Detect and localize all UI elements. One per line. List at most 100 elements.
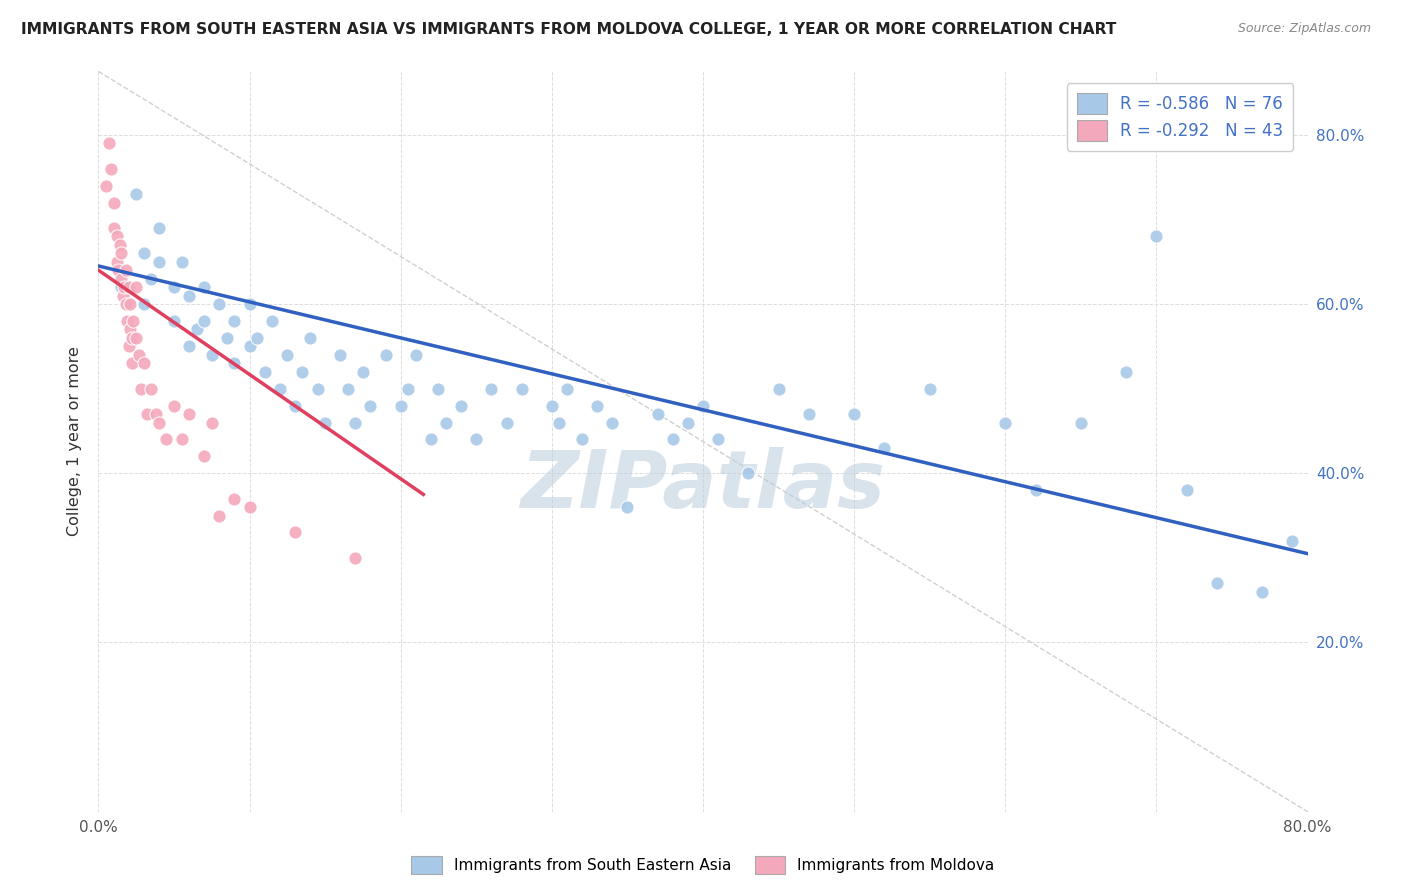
Point xyxy=(1281,533,1303,548)
Point xyxy=(110,280,132,294)
Point xyxy=(450,399,472,413)
Point xyxy=(676,416,699,430)
Point xyxy=(148,254,170,268)
Point xyxy=(163,280,186,294)
Point xyxy=(253,365,276,379)
Point xyxy=(737,467,759,481)
Point xyxy=(115,314,138,328)
Point xyxy=(307,382,329,396)
Point xyxy=(170,433,193,447)
Point xyxy=(555,382,578,396)
Legend: Immigrants from South Eastern Asia, Immigrants from Moldova: Immigrants from South Eastern Asia, Immi… xyxy=(405,850,1001,880)
Text: ZIPatlas: ZIPatlas xyxy=(520,447,886,525)
Point xyxy=(396,382,419,396)
Text: Source: ZipAtlas.com: Source: ZipAtlas.com xyxy=(1237,22,1371,36)
Point xyxy=(141,271,163,285)
Point xyxy=(118,280,141,294)
Point xyxy=(420,433,443,447)
Point xyxy=(427,382,450,396)
Point xyxy=(132,297,155,311)
Point xyxy=(110,246,132,260)
Point xyxy=(118,339,141,353)
Y-axis label: College, 1 year or more: College, 1 year or more xyxy=(67,347,83,536)
Point xyxy=(548,416,571,430)
Point xyxy=(110,271,132,285)
Point xyxy=(571,433,593,447)
Point xyxy=(125,187,148,202)
Point xyxy=(239,500,262,515)
Point xyxy=(148,220,170,235)
Point xyxy=(262,314,284,328)
Point xyxy=(661,433,683,447)
Point xyxy=(344,416,367,430)
Point xyxy=(121,356,143,370)
Point xyxy=(193,314,215,328)
Point xyxy=(129,382,152,396)
Point xyxy=(170,254,193,268)
Point xyxy=(873,441,896,455)
Point xyxy=(179,407,201,421)
Point xyxy=(291,365,314,379)
Point xyxy=(135,407,157,421)
Point xyxy=(481,382,503,396)
Point xyxy=(215,331,238,345)
Point xyxy=(179,288,201,302)
Point xyxy=(128,348,150,362)
Point xyxy=(98,136,121,151)
Point xyxy=(602,416,624,430)
Point xyxy=(269,382,291,396)
Point xyxy=(299,331,322,345)
Point xyxy=(360,399,382,413)
Point xyxy=(1251,584,1274,599)
Point xyxy=(121,331,143,345)
Point xyxy=(374,348,396,362)
Point xyxy=(1175,483,1198,498)
Point xyxy=(125,280,148,294)
Point xyxy=(389,399,412,413)
Point xyxy=(120,322,142,336)
Point xyxy=(768,382,790,396)
Point xyxy=(155,433,177,447)
Point xyxy=(1070,416,1092,430)
Point xyxy=(405,348,427,362)
Point xyxy=(125,331,148,345)
Point xyxy=(141,382,163,396)
Point xyxy=(284,525,307,540)
Point xyxy=(239,297,262,311)
Point xyxy=(495,416,517,430)
Point xyxy=(1144,229,1167,244)
Point xyxy=(108,237,131,252)
Point xyxy=(647,407,669,421)
Point xyxy=(1115,365,1137,379)
Point xyxy=(797,407,820,421)
Point xyxy=(1206,576,1229,591)
Point xyxy=(132,246,155,260)
Point xyxy=(132,356,155,370)
Point xyxy=(246,331,269,345)
Point xyxy=(276,348,298,362)
Point xyxy=(112,280,135,294)
Point xyxy=(344,550,367,565)
Point xyxy=(201,416,224,430)
Point xyxy=(208,297,231,311)
Point xyxy=(163,399,186,413)
Point xyxy=(465,433,488,447)
Point xyxy=(336,382,359,396)
Point xyxy=(111,288,134,302)
Point xyxy=(145,407,167,421)
Point xyxy=(707,433,730,447)
Point xyxy=(540,399,562,413)
Point xyxy=(586,399,609,413)
Point xyxy=(314,416,336,430)
Point xyxy=(692,399,714,413)
Point xyxy=(994,416,1017,430)
Point xyxy=(186,322,208,336)
Point xyxy=(105,229,128,244)
Point xyxy=(122,314,145,328)
Point xyxy=(352,365,374,379)
Point xyxy=(120,297,142,311)
Point xyxy=(284,399,307,413)
Point xyxy=(107,263,129,277)
Point xyxy=(434,416,457,430)
Point xyxy=(103,220,125,235)
